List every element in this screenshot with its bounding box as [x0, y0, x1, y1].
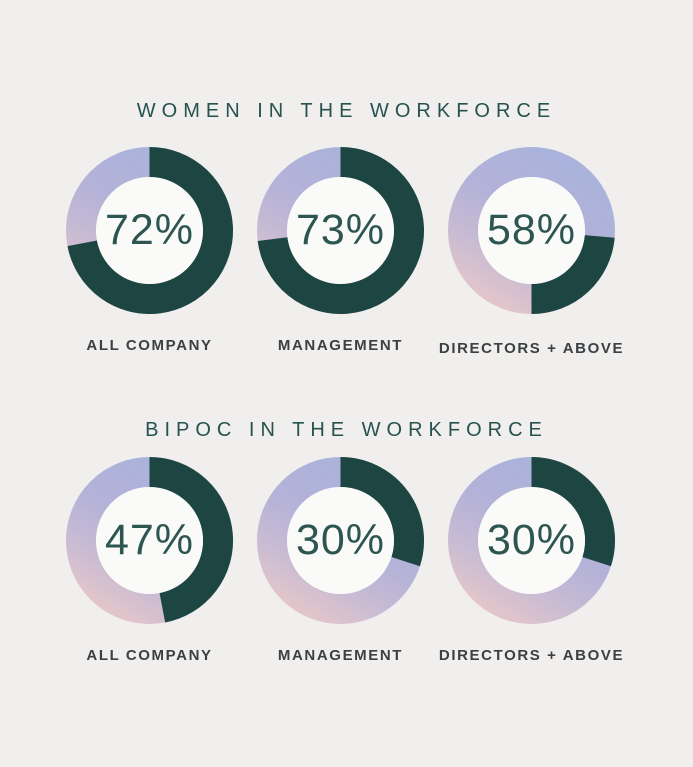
donut-label: MANAGEMENT: [277, 337, 404, 354]
donut-percentage: 30%: [295, 516, 386, 564]
donut-value-arc: [339, 457, 424, 567]
donut-figure-women-management: 73% MANAGEMENT: [257, 147, 424, 355]
donut-label: MANAGEMENT: [277, 647, 404, 664]
donut-value-arc: [530, 234, 615, 314]
donut-figure-bipoc-management: 30% MANAGEMENT: [257, 457, 424, 665]
donut-value-arc: [530, 457, 615, 567]
donut-hole: [478, 177, 585, 284]
donut-label: ALL COMPANY: [86, 337, 213, 354]
donut-chart-svg: [257, 457, 424, 624]
diversity-stats-page: WOMEN IN THE WORKFORCE 72% ALL COMPANY: [0, 100, 693, 665]
donut-chart-svg: [66, 147, 233, 314]
donut-ring: 30%: [257, 457, 424, 624]
donut-value-arc: [257, 147, 424, 314]
donut-hole: [96, 177, 203, 284]
donut-figure-bipoc-all-company: 47% ALL COMPANY: [66, 457, 233, 665]
donut-label: ALL COMPANY: [86, 647, 213, 664]
donut-hole: [287, 177, 394, 284]
donut-hole: [96, 487, 203, 594]
donut-ring: 58%: [448, 147, 615, 314]
section-title-bipoc-in-the-workforce: BIPOC IN THE WORKFORCE: [145, 419, 548, 441]
donut-value-arc: [148, 457, 233, 623]
donut-label: DIRECTORS + ABOVE: [438, 340, 625, 357]
donut-figure-bipoc-directors: 30% DIRECTORS + ABOVE: [439, 457, 622, 665]
bipoc-donut-row: 47% ALL COMPANY 30% MANAGEMENT: [0, 457, 693, 665]
donut-figure-women-all-company: 72% ALL COMPANY: [66, 147, 233, 355]
section-title-women-in-the-workforce: WOMEN IN THE WORKFORCE: [136, 100, 557, 122]
donut-percentage: 30%: [486, 516, 577, 564]
donut-percentage: 73%: [295, 206, 386, 254]
donut-label: DIRECTORS + ABOVE: [438, 647, 625, 664]
donut-hole: [478, 487, 585, 594]
donut-ring: 30%: [448, 457, 615, 624]
donut-percentage: 58%: [486, 206, 577, 254]
donut-figure-women-directors: 58% DIRECTORS + ABOVE: [439, 147, 622, 357]
donut-chart-svg: [448, 457, 615, 624]
donut-percentage: 47%: [104, 516, 195, 564]
women-donut-row: 72% ALL COMPANY 73% MANAGEMENT: [0, 147, 693, 357]
donut-ring: 72%: [66, 147, 233, 314]
donut-chart-svg: [448, 147, 615, 314]
donut-ring: 47%: [66, 457, 233, 624]
donut-value-arc: [67, 147, 233, 314]
donut-hole: [287, 487, 394, 594]
donut-percentage: 72%: [104, 206, 195, 254]
donut-chart-svg: [66, 457, 233, 624]
donut-ring: 73%: [257, 147, 424, 314]
donut-chart-svg: [257, 147, 424, 314]
